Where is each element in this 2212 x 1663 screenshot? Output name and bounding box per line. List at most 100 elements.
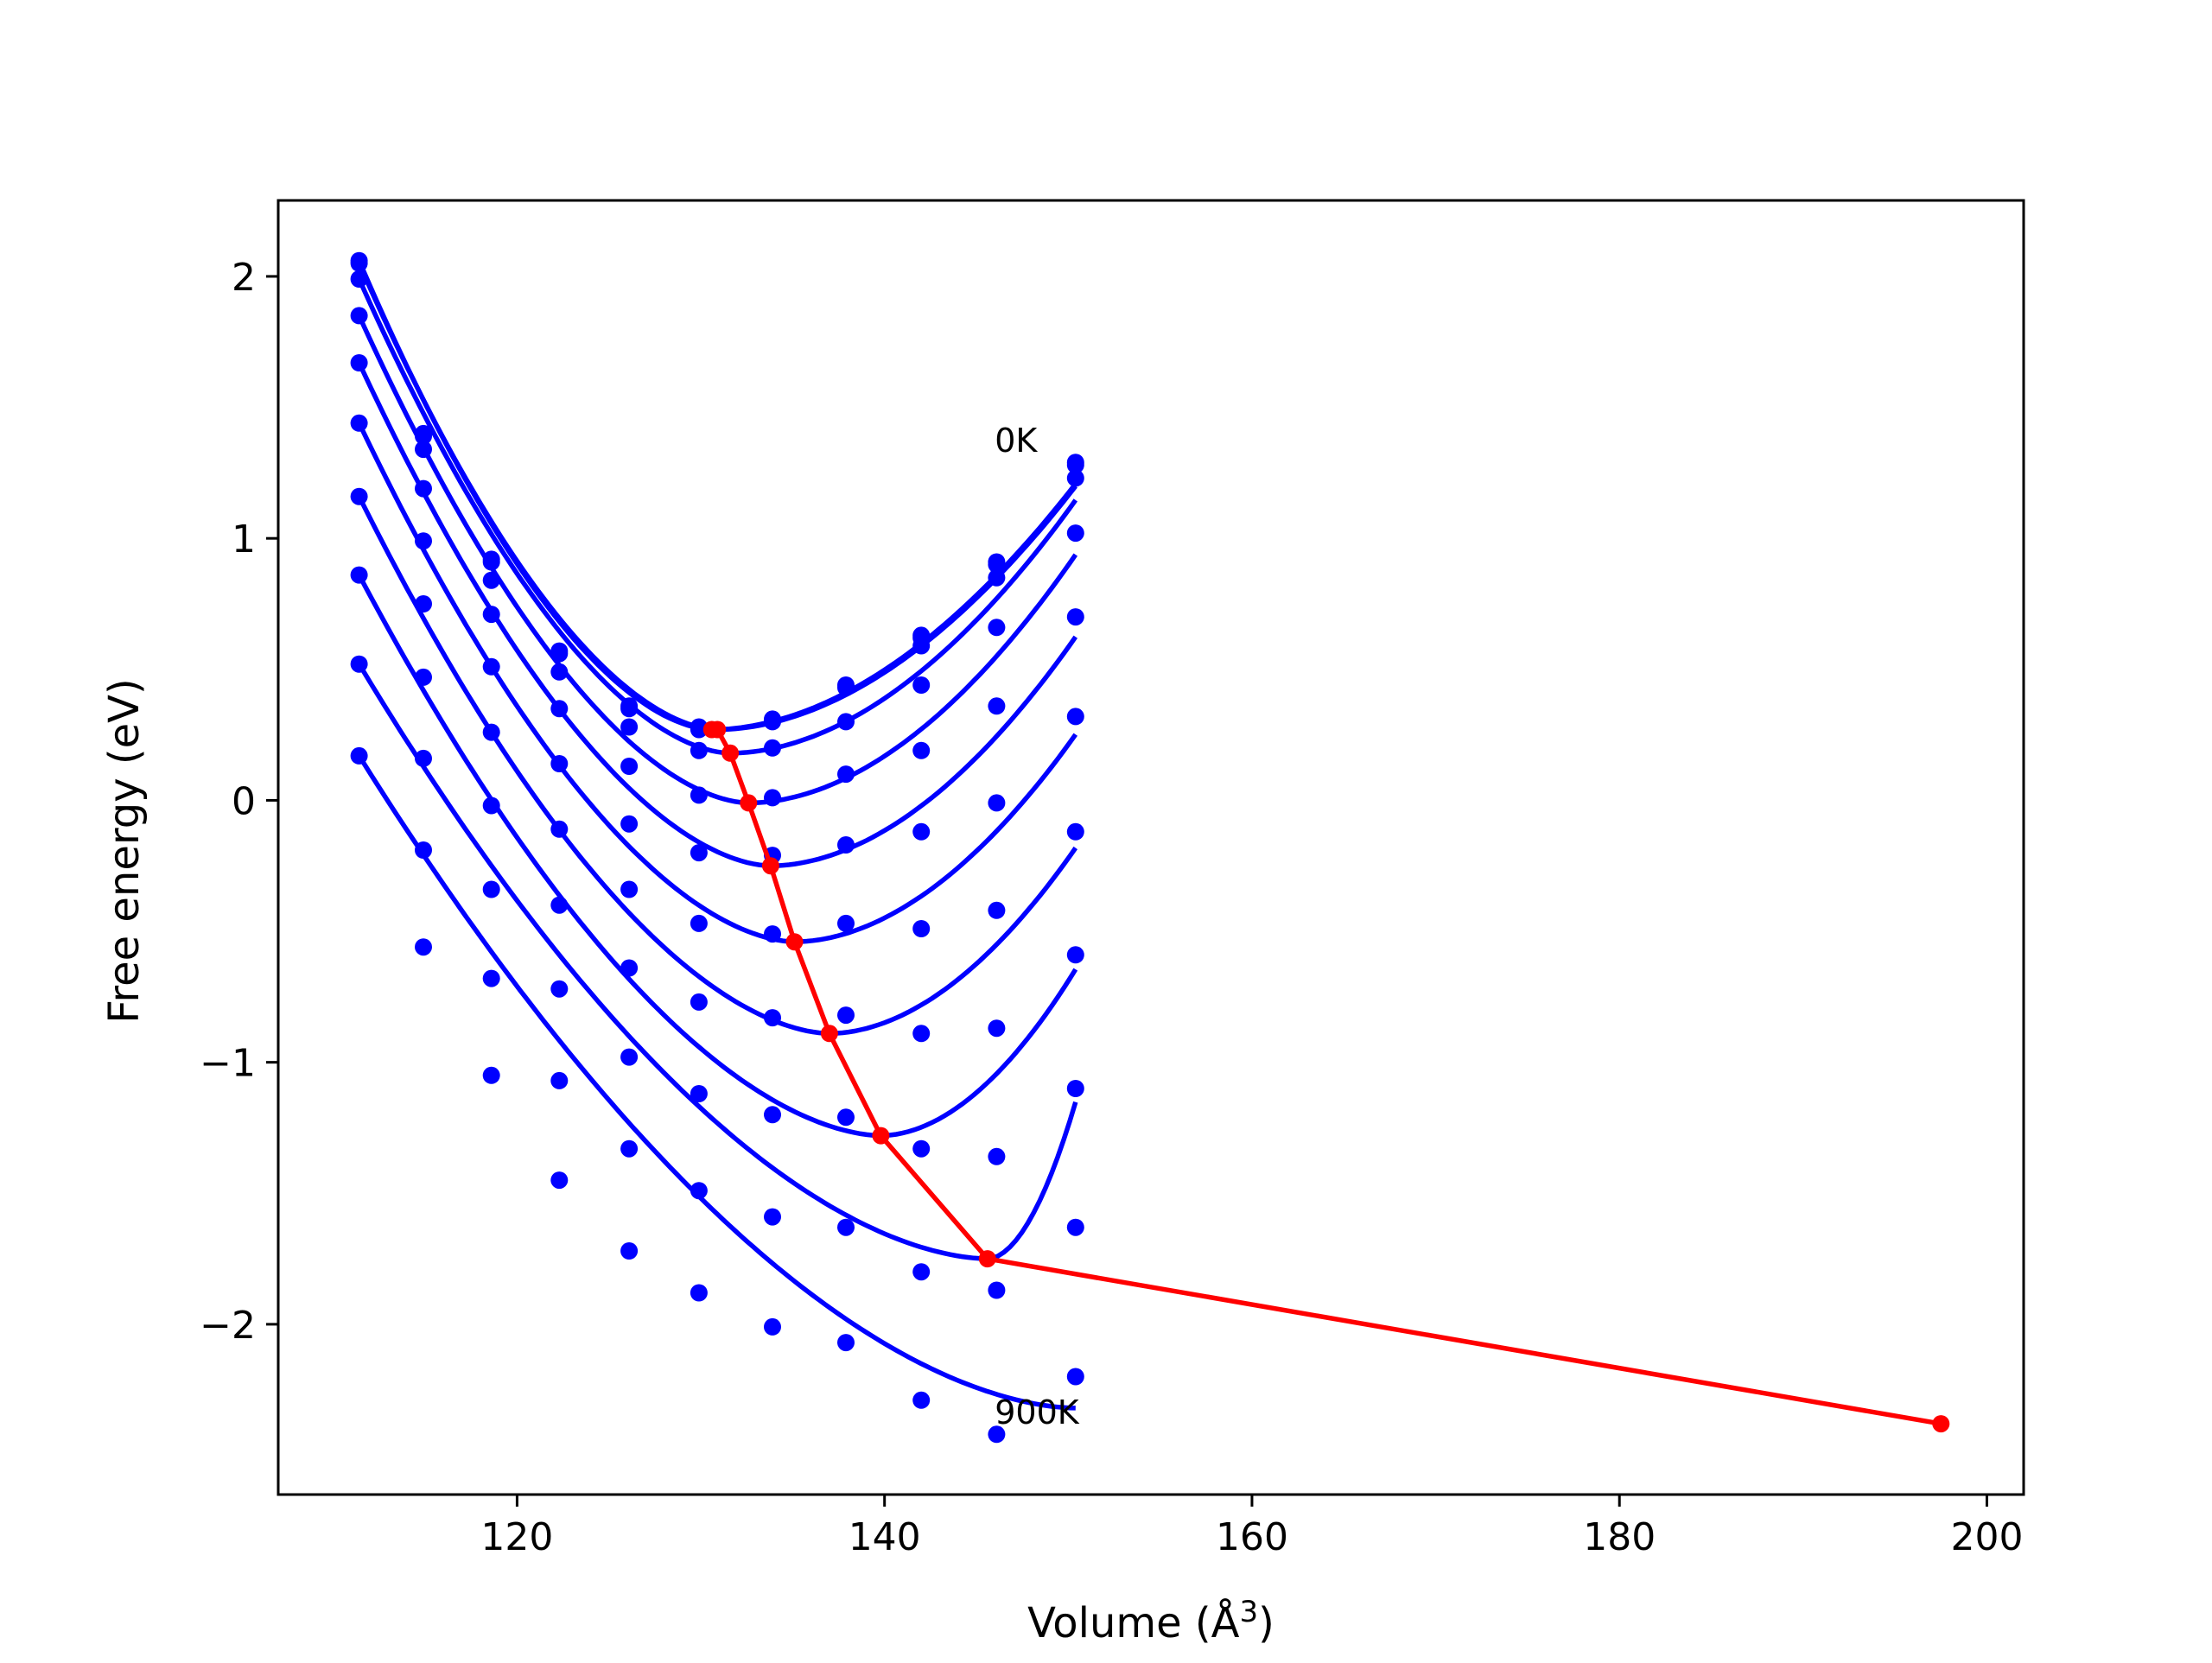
- minima-point: [1932, 1415, 1950, 1433]
- data-point: [988, 794, 1006, 812]
- data-point: [764, 1317, 781, 1336]
- data-point: [988, 1425, 1006, 1444]
- x-tick-label: 180: [1583, 1515, 1656, 1559]
- x-axis-label: Volume (Å3): [1027, 1595, 1274, 1647]
- data-point: [620, 718, 639, 736]
- x-tick-label: 140: [849, 1515, 921, 1559]
- data-point: [415, 668, 432, 686]
- data-point: [350, 746, 368, 765]
- data-point: [620, 959, 639, 977]
- data-point: [988, 619, 1006, 637]
- data-point: [350, 254, 368, 272]
- data-point: [1066, 608, 1084, 626]
- data-point: [690, 786, 708, 804]
- data-point: [912, 676, 931, 694]
- data-point: [837, 713, 855, 731]
- minima-point: [740, 794, 758, 812]
- data-point: [690, 844, 708, 862]
- data-points: [350, 251, 1084, 1444]
- data-point: [482, 880, 500, 898]
- minima-point: [820, 1025, 838, 1043]
- data-point: [912, 741, 931, 759]
- data-point: [550, 700, 569, 718]
- data-point: [690, 914, 708, 932]
- data-point: [1066, 822, 1084, 841]
- plot-frame: [276, 199, 2025, 1496]
- data-point: [350, 566, 368, 584]
- data-point: [837, 1334, 855, 1352]
- data-point: [620, 1048, 639, 1066]
- data-point: [350, 354, 368, 371]
- data-point: [764, 1106, 781, 1124]
- data-point: [620, 1242, 639, 1260]
- data-point: [1066, 456, 1084, 474]
- data-point: [550, 1071, 569, 1089]
- data-point: [764, 789, 781, 807]
- data-point: [988, 901, 1006, 919]
- data-point: [620, 1139, 639, 1158]
- data-point: [482, 606, 500, 624]
- data-point: [482, 723, 500, 741]
- minima-path: [702, 720, 1950, 1433]
- data-point: [837, 1218, 855, 1236]
- data-point: [550, 755, 569, 772]
- minima-point: [872, 1127, 890, 1145]
- data-point: [837, 765, 855, 784]
- annotation-label: 900K: [995, 1393, 1080, 1431]
- fit-curve-6: [357, 495, 1078, 1037]
- data-point: [550, 896, 569, 914]
- data-point: [482, 553, 500, 571]
- minima-point: [761, 857, 779, 875]
- data-point: [1066, 1368, 1084, 1386]
- data-point: [415, 441, 432, 459]
- data-point: [482, 571, 500, 589]
- data-point: [550, 980, 569, 998]
- data-point: [415, 479, 432, 498]
- data-point: [620, 758, 639, 775]
- data-point: [988, 1281, 1006, 1299]
- data-point: [350, 414, 368, 432]
- y-tick-label: 1: [232, 517, 256, 562]
- data-point: [415, 938, 432, 956]
- data-point: [912, 1139, 931, 1158]
- data-point: [988, 697, 1006, 715]
- minima-point: [709, 720, 727, 739]
- y-tick-label: 2: [232, 256, 256, 300]
- data-point: [690, 720, 708, 739]
- data-point: [620, 815, 639, 833]
- axes: 120 140 160 180 200 −2 −1 0 1 2: [200, 199, 2025, 1559]
- data-point: [620, 700, 639, 718]
- data-point: [764, 739, 781, 757]
- data-point: [350, 655, 368, 673]
- y-tick-label: 0: [232, 779, 256, 823]
- data-point: [988, 555, 1006, 574]
- data-point: [912, 1391, 931, 1409]
- fit-curve-2: [357, 277, 1078, 756]
- data-point: [1066, 524, 1084, 543]
- data-point: [690, 741, 708, 759]
- fit-curve-5: [357, 422, 1078, 944]
- data-point: [415, 532, 432, 550]
- fit-curves: [357, 259, 1078, 1411]
- fit-curve-9: [357, 754, 1076, 1411]
- x-tick-label: 160: [1216, 1515, 1288, 1559]
- data-point: [482, 969, 500, 987]
- data-point: [988, 1147, 1006, 1165]
- fit-curve-4: [357, 361, 1078, 868]
- data-point: [550, 663, 569, 681]
- data-point: [550, 1171, 569, 1190]
- data-point: [550, 644, 569, 663]
- y-tick-label: −2: [200, 1304, 256, 1348]
- data-point: [550, 820, 569, 838]
- data-point: [764, 1009, 781, 1027]
- data-point: [988, 1019, 1006, 1038]
- data-point: [837, 836, 855, 854]
- annotations: 0K 900K: [995, 422, 1080, 1431]
- data-point: [1066, 1218, 1084, 1236]
- fit-curve-8: [357, 663, 1078, 1261]
- annotation-label: 0K: [995, 422, 1038, 460]
- data-point: [1066, 946, 1084, 964]
- data-point: [764, 925, 781, 943]
